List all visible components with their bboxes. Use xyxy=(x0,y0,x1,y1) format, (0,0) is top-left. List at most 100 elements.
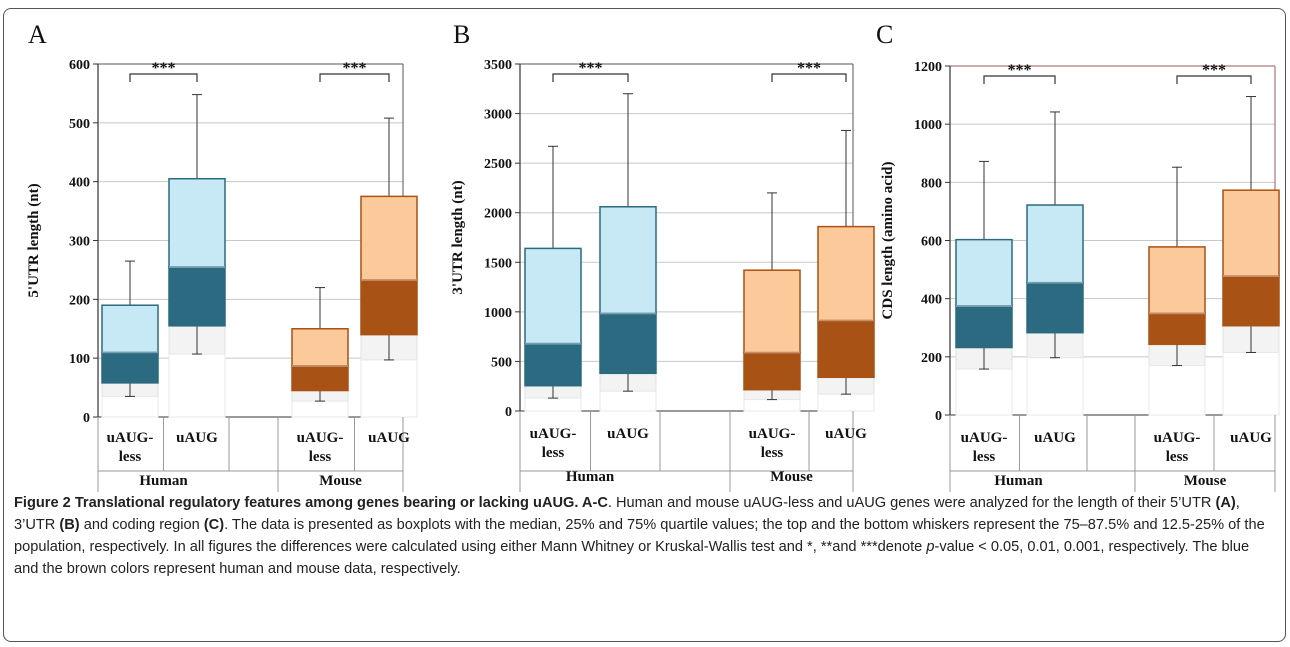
y-tick-label: 400 xyxy=(69,176,90,191)
category-label: uAUG-less xyxy=(107,430,154,465)
category-label: uAUG-less xyxy=(297,430,344,465)
box-2 xyxy=(1148,166,1206,416)
caption-text-1: . Human and mouse uAUG-less and uAUG gen… xyxy=(607,495,1216,511)
box-upper-quartile xyxy=(524,247,582,345)
box-lower-quartile xyxy=(599,312,657,375)
category-label: uAUG-less xyxy=(749,426,796,461)
bracket-line xyxy=(1176,75,1252,84)
base-band xyxy=(524,397,582,412)
bracket-line xyxy=(129,73,198,82)
box-upper-quartile xyxy=(168,177,226,268)
bracket-line xyxy=(552,73,629,82)
box-upper-quartile xyxy=(1026,204,1084,284)
group-label: Human xyxy=(994,473,1043,489)
significance-label: *** xyxy=(797,60,821,77)
significance-bracket: *** xyxy=(983,62,1056,84)
y-tick-label: 800 xyxy=(921,176,942,191)
y-tick-label: 1000 xyxy=(484,306,512,321)
caption-ref-c: (C) xyxy=(203,517,225,533)
base-band xyxy=(599,390,657,412)
y-tick-label: 1500 xyxy=(484,256,512,271)
panel-c: C 0 200 400 600 800 1000 1200 CDS length (amino … xyxy=(876,20,1280,492)
box-upper-quartile xyxy=(1222,189,1280,277)
box-0 xyxy=(955,160,1013,416)
box-lower-quartile xyxy=(291,365,349,392)
box-lower-quartile xyxy=(1148,312,1206,346)
box-lower-quartile xyxy=(168,266,226,327)
box-2 xyxy=(743,192,801,412)
y-tick-label: 200 xyxy=(921,351,942,366)
base-band xyxy=(1222,351,1280,416)
bracket-line xyxy=(983,75,1056,84)
significance-bracket: *** xyxy=(1176,62,1252,84)
box-lower-quartile xyxy=(817,319,875,379)
caption-text-4: . The data is presented as boxplots with… xyxy=(14,517,1265,555)
box-1 xyxy=(599,93,657,412)
category-label: uAUG-less xyxy=(1154,430,1201,465)
group-label: Mouse xyxy=(770,469,813,485)
y-axis-label: CDS length (amino acid) xyxy=(880,162,896,320)
panel-a: A 0 100 200 300 400 500 600 5'UTR length (nt) ***… xyxy=(26,20,418,492)
caption-text-5: -value < 0.05, 0.01, 0.001, respectively… xyxy=(14,539,1250,577)
box-2 xyxy=(291,287,349,418)
category-label: uAUG xyxy=(607,426,649,442)
base-band xyxy=(743,399,801,412)
y-tick-label: 400 xyxy=(921,293,942,308)
base-band xyxy=(101,395,159,418)
category-table: uAUG-less uAUG uAUG-less uAUG Human Mouse xyxy=(97,417,410,492)
significance-label: *** xyxy=(343,60,367,77)
base-band xyxy=(817,393,875,412)
significance-label: *** xyxy=(152,60,176,77)
y-tick-label: 2500 xyxy=(484,157,512,172)
panel-label: B xyxy=(453,20,470,49)
group-label: Mouse xyxy=(1184,473,1227,489)
y-tick-label: 0 xyxy=(935,409,942,424)
significance-label: *** xyxy=(579,60,603,77)
base-band xyxy=(168,353,226,418)
caption-ref-a: (A) xyxy=(1215,495,1236,511)
base-band xyxy=(291,400,349,418)
y-tick-label: 2000 xyxy=(484,207,512,222)
y-axis-label: 3'UTR length (nt) xyxy=(450,180,466,294)
box-upper-quartile xyxy=(291,328,349,367)
significance-bracket: *** xyxy=(129,60,198,82)
caption-p-italic: p xyxy=(926,539,935,555)
y-tick-label: 100 xyxy=(69,352,90,367)
y-tick-label: 0 xyxy=(83,411,90,426)
category-label: uAUG xyxy=(368,430,410,446)
y-tick-label: 500 xyxy=(69,117,90,132)
box-upper-quartile xyxy=(817,225,875,322)
box-lower-quartile xyxy=(360,279,418,336)
group-label: Mouse xyxy=(319,473,362,489)
box-lower-quartile xyxy=(524,342,582,387)
caption-text-3: and coding region xyxy=(79,517,204,533)
category-label: uAUG xyxy=(1230,430,1272,446)
y-tick-label: 600 xyxy=(921,235,942,250)
panel-b: B 0 500 1000 1500 2000 2500 3000 3500 3'UTR lengt… xyxy=(450,20,875,492)
box-lower-quartile xyxy=(955,305,1013,349)
y-axis-label: 5'UTR length (nt) xyxy=(26,183,42,297)
box-0 xyxy=(524,145,582,412)
boxplot-panels: A 0 100 200 300 400 500 600 5'UTR length (nt) ***… xyxy=(26,20,1280,492)
base-band xyxy=(360,359,418,418)
bracket-line xyxy=(319,73,390,82)
significance-bracket: *** xyxy=(771,60,847,82)
significance-bracket: *** xyxy=(319,60,390,82)
significance-label: *** xyxy=(1202,62,1226,79)
box-lower-quartile xyxy=(1026,281,1084,334)
box-upper-quartile xyxy=(360,195,418,281)
y-tick-label: 3500 xyxy=(484,58,512,73)
category-label: uAUG-less xyxy=(530,426,577,461)
figure-caption: Figure 2 Translational regulatory featur… xyxy=(14,492,1276,580)
figure-frame xyxy=(3,8,1286,642)
y-tick-label: 500 xyxy=(491,355,512,370)
category-table: uAUG-less uAUG uAUG-less uAUG Human Mouse xyxy=(519,411,867,492)
category-label: uAUG xyxy=(176,430,218,446)
y-tick-label: 1000 xyxy=(914,118,942,133)
box-lower-quartile xyxy=(743,351,801,391)
panel-label: A xyxy=(28,20,47,49)
box-lower-quartile xyxy=(1222,275,1280,327)
base-band xyxy=(1148,365,1206,416)
bracket-line xyxy=(771,73,847,82)
group-label: Human xyxy=(139,473,188,489)
